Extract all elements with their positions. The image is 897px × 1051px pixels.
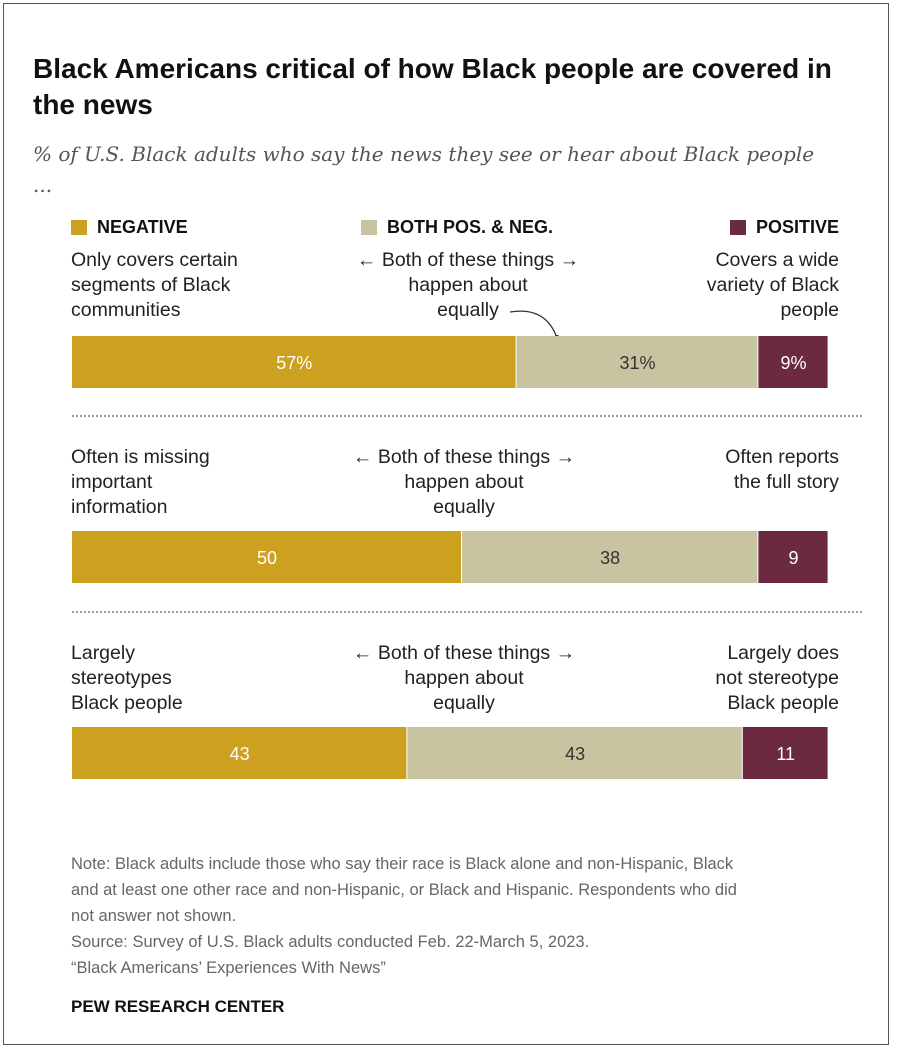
row1-right-label: Covers a wide variety of Black people [707,248,839,323]
bar-value-label-negative: 43 [230,744,250,764]
arrow-right-icon: → [555,446,576,468]
row2-right-line: Often reports [725,446,839,468]
bar-value-label-both: 38 [600,548,620,568]
row2-center-line-1: ← Both of these things → [316,445,612,470]
report-title-line: “Black Americans’ Experiences With News” [71,959,386,977]
bar-segment-both [462,531,758,583]
note-line: not answer not shown. [71,907,237,925]
bar-segment-both [516,336,758,388]
annotation-leader-line [509,310,558,339]
arrow-left-icon: ← [356,249,377,271]
row3-left-line: stereotypes [71,667,172,689]
note-line: and at least one other race and non-Hisp… [71,881,737,899]
row-separator [72,415,862,417]
row3-left-line: Largely [71,642,135,664]
row2-right-line: the full story [733,471,839,493]
row2-left-label: Often is missing important information [71,445,210,520]
bar-segment-positive [758,531,828,583]
row3-right-label: Largely does not stereotype Black people [715,641,839,716]
row1-center-label: ← Both of these things → happen about eq… [320,248,616,323]
row1-right-line: people [780,299,839,321]
bar-value-label-positive: 9 [788,548,798,568]
bar-value-label-both: 31% [619,353,655,373]
row2-center-line-3: equally [433,496,495,518]
legend-item-both: BOTH POS. & NEG. [361,214,553,240]
bar-value-label-positive: 9% [780,353,806,373]
chart-title: Black Americans critical of how Black pe… [33,53,832,120]
chart-subtitle: % of U.S. Black adults who say the news … [33,142,815,197]
row3-center-text-1: Both of these things [377,642,551,664]
bar-segment-positive [742,727,828,779]
row2-center-label: ← Both of these things → happen about eq… [316,445,612,520]
bar-value-label-both: 43 [565,744,585,764]
row3-left-line: Black people [71,692,183,714]
bar-value-label-negative: 50 [257,548,277,568]
arrow-right-icon: → [559,249,580,271]
note-line: Note: Black adults include those who say… [71,855,734,873]
row3-center-line-3: equally [433,692,495,714]
legend-swatch-positive [729,219,746,235]
row3-center-label: ← Both of these things → happen about eq… [316,641,612,716]
row1-left-line: communities [71,299,181,321]
row2-center-line-2: happen about [404,471,524,493]
row3-right-line: Largely does [727,642,839,664]
arrow-left-icon: ← [352,446,373,468]
row3-center-line-1: ← Both of these things → [316,641,612,666]
bar-segment-positive [758,336,828,388]
row-separator [72,611,862,613]
legend-label-negative: NEGATIVE [97,217,188,237]
row1-right-line: variety of Black [706,274,839,296]
row2-left-line: important [71,471,153,493]
row1-left-line: segments of Black [71,274,231,296]
chart-notes: Note: Black adults include those who say… [71,851,861,981]
bar-value-label-negative: 57% [276,353,312,373]
legend-swatch-negative [71,219,87,235]
row2-right-label: Often reports the full story [725,445,839,495]
row2-left-line: information [71,496,168,518]
legend-label-positive: POSITIVE [755,217,839,237]
legend-label-both: BOTH POS. & NEG. [387,217,554,237]
legend-item-negative: NEGATIVE [71,214,188,240]
row2-left-line: Often is missing [71,446,210,468]
legend-swatch-both [361,219,377,235]
row3-center-line-2: happen about [404,667,524,689]
arrow-left-icon: ← [352,642,373,664]
row1-center-text-1: Both of these things [381,249,555,271]
row1-left-line: Only covers certain [71,249,238,271]
brand-logo-text: PEW RESEARCH CENTER [71,997,285,1016]
bar-segment-negative [72,531,461,583]
bar-segment-negative [72,336,516,388]
arrow-right-icon: → [555,642,576,664]
row1-center-line-1: ← Both of these things → [320,248,616,273]
bar-segment-negative [72,727,407,779]
bar-value-label-positive: 11 [776,744,795,764]
row3-right-line: not stereotype [715,667,839,689]
row1-left-label: Only covers certain segments of Black co… [71,248,238,323]
row3-left-label: Largely stereotypes Black people [71,641,183,716]
row1-center-line-3: equally [437,299,499,321]
row1-center-line-2: happen about [408,274,528,296]
row2-center-text-1: Both of these things [377,446,551,468]
row3-right-line: Black people [727,692,839,714]
chart-frame [3,3,889,1045]
source-line: Source: Survey of U.S. Black adults cond… [71,933,590,951]
row1-right-line: Covers a wide [715,249,839,271]
legend-item-positive: POSITIVE [729,214,839,240]
bar-segment-both [407,727,742,779]
